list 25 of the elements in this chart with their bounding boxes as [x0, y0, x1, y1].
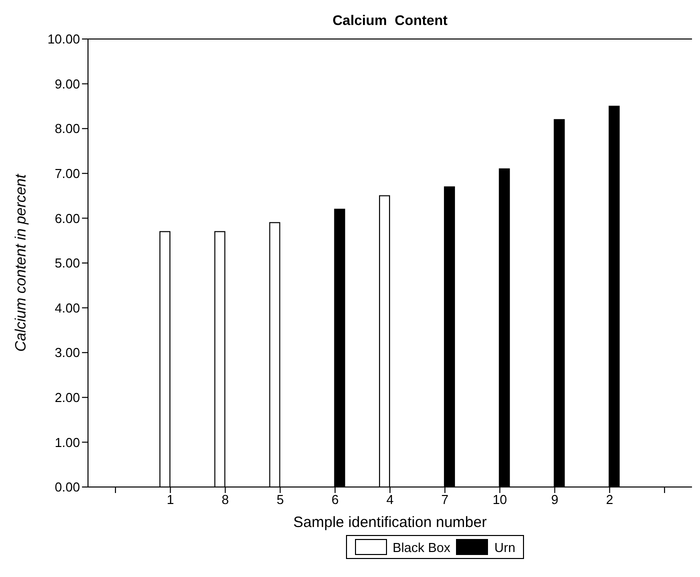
x-tick-label: 1 [166, 492, 174, 508]
x-tick-label: 4 [386, 492, 394, 508]
x-tick-label: 7 [441, 492, 449, 508]
y-tick-label: 9.00 [54, 76, 80, 92]
x-tick-label: 6 [331, 492, 339, 508]
y-tick-label: 7.00 [54, 166, 80, 182]
y-tick-label: 3.00 [54, 345, 80, 360]
y-tick-label: 1.00 [54, 434, 80, 450]
x-tick-label: 5 [276, 492, 284, 508]
y-tick-label: 4.00 [54, 300, 80, 316]
legend-label: Black Box [392, 540, 450, 554]
y-tick-label: 8.00 [54, 121, 80, 136]
legend-label: Urn [494, 540, 516, 554]
x-tick-label: 10 [492, 492, 508, 508]
chart-title: Calcium Content [331, 12, 449, 28]
y-tick-label: 10.00 [47, 32, 80, 47]
y-axis-title: Calcium content in percent [12, 173, 30, 352]
x-axis-title: Sample identification number [293, 514, 487, 531]
x-tick-label: 2 [606, 492, 614, 508]
y-tick-label: 2.00 [54, 390, 80, 406]
y-tick-label: 6.00 [54, 210, 80, 226]
x-tick-label: 8 [222, 492, 229, 508]
y-tick-label: 5.00 [54, 256, 80, 271]
y-tick-label: 0.00 [54, 480, 80, 495]
x-tick-label: 9 [551, 492, 558, 508]
